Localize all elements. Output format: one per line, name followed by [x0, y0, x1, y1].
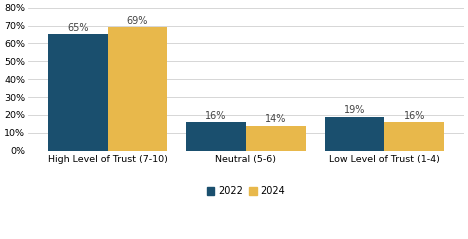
Bar [325, 117, 384, 151]
Text: 16%: 16% [205, 111, 227, 121]
Bar [108, 27, 167, 151]
Bar [48, 34, 108, 151]
Text: 14%: 14% [265, 114, 286, 124]
Bar [246, 126, 306, 151]
Text: 65%: 65% [67, 23, 88, 33]
Text: 16%: 16% [403, 111, 425, 121]
Bar [384, 122, 444, 151]
Text: 69%: 69% [127, 16, 148, 26]
Legend: 2022, 2024: 2022, 2024 [203, 182, 289, 200]
Text: 19%: 19% [344, 105, 365, 115]
Bar [186, 122, 246, 151]
